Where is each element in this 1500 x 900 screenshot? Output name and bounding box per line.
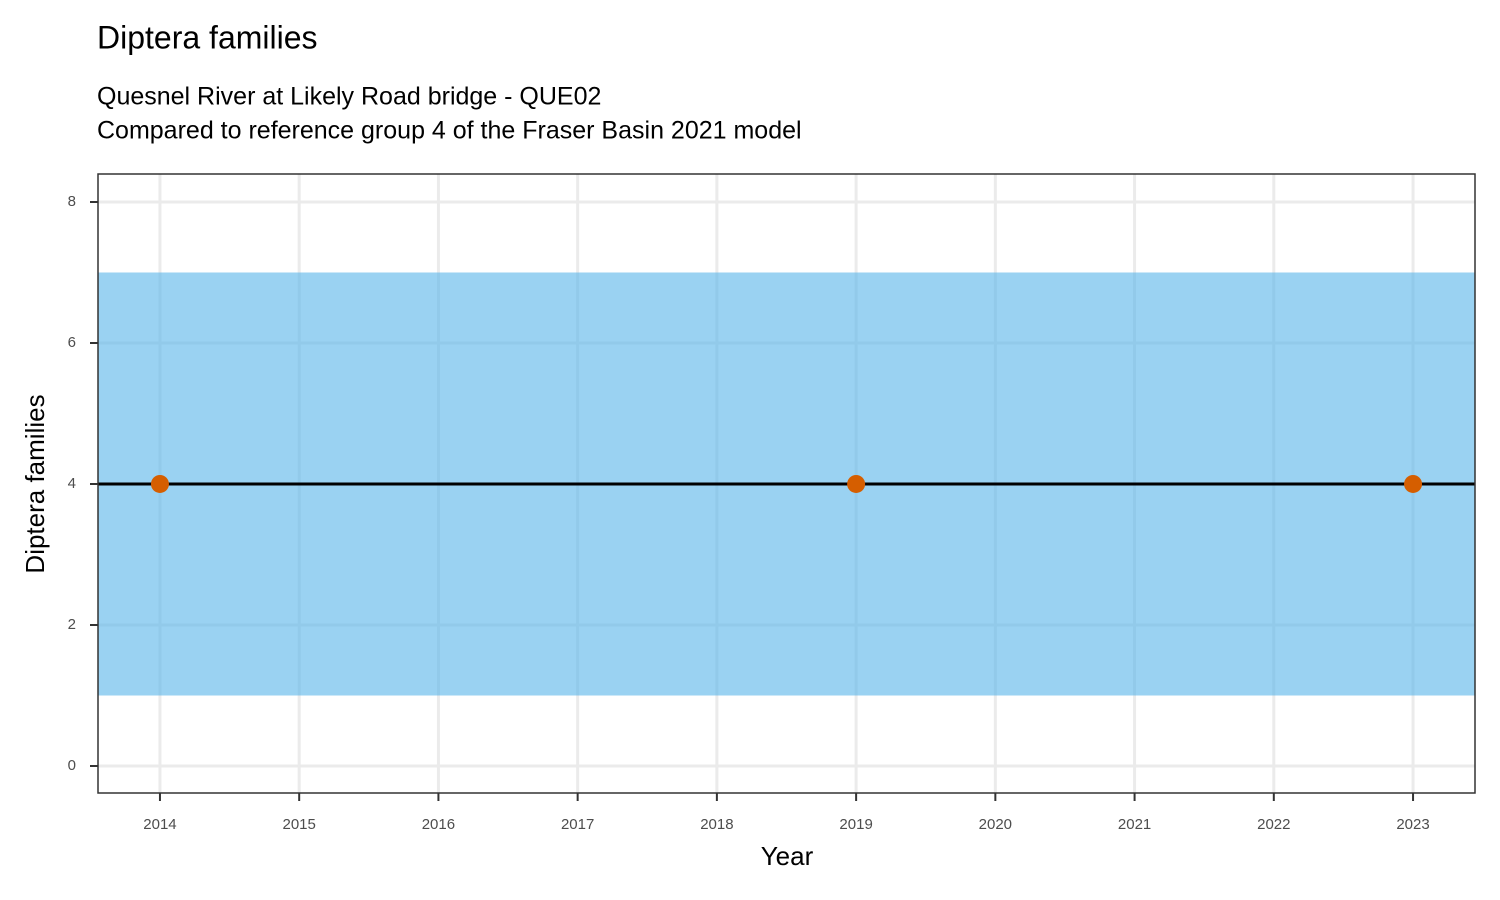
chart-title: Diptera families	[97, 19, 318, 55]
y-axis-title: Diptera families	[20, 394, 50, 573]
chart-subtitle: Compared to reference group 4 of the Fra…	[97, 117, 802, 145]
data-point	[1404, 474, 1423, 493]
x-tick-label: 2016	[422, 816, 455, 833]
x-tick-label: 2021	[1118, 816, 1151, 833]
x-tick-label: 2023	[1396, 816, 1429, 833]
data-point	[150, 474, 169, 493]
y-tick-label: 4	[68, 475, 76, 492]
x-tick-label: 2020	[979, 816, 1012, 833]
y-tick-label: 2	[68, 616, 76, 633]
x-tick-label: 2018	[700, 816, 733, 833]
y-tick-label: 6	[68, 334, 76, 351]
x-tick-label: 2015	[283, 816, 316, 833]
x-tick-label: 2022	[1257, 816, 1290, 833]
data-point	[847, 474, 866, 493]
y-tick-label: 8	[68, 193, 76, 210]
chart-subtitle: Quesnel River at Likely Road bridge - QU…	[97, 83, 601, 111]
x-tick-label: 2019	[839, 816, 872, 833]
x-tick-label: 2017	[561, 816, 594, 833]
x-tick-label: 2014	[143, 816, 176, 833]
x-axis-title: Year	[761, 841, 814, 871]
y-tick-label: 0	[68, 757, 76, 774]
